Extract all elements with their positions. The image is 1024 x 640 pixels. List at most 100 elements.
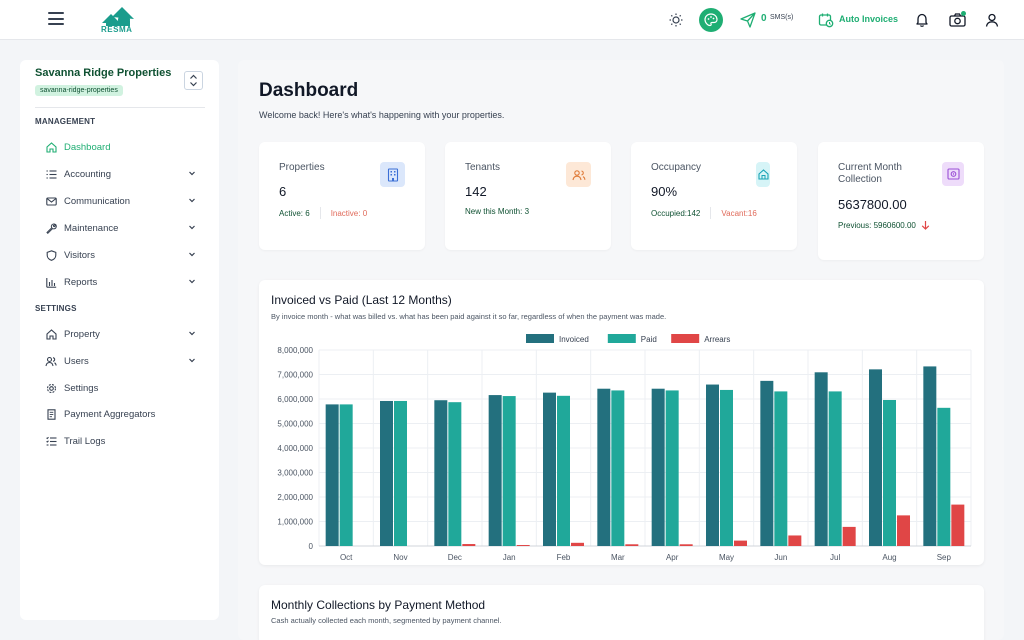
sidebar-item-trail-logs[interactable]: Trail Logs — [45, 432, 197, 450]
stat-label: Current Month Collection — [838, 162, 902, 185]
active-count: Active: 6 — [279, 208, 310, 218]
auto-invoices-button[interactable]: Auto Invoices — [839, 14, 899, 24]
resma-logo[interactable] — [98, 3, 138, 37]
menu-icon[interactable] — [48, 12, 64, 26]
y-tick-label: 4,000,000 — [277, 444, 313, 453]
sidebar-item-label: Trail Logs — [64, 435, 106, 447]
stat-label: Properties — [279, 162, 325, 173]
bar-paid — [611, 390, 625, 546]
bar-invoiced — [597, 388, 611, 546]
stat-foot: Active: 6 Inactive: 0 — [279, 207, 367, 219]
sun-icon[interactable] — [667, 11, 685, 29]
bar-invoiced — [651, 388, 665, 546]
y-tick-label: 1,000,000 — [277, 518, 313, 527]
occupied-count: Occupied:142 — [651, 208, 701, 218]
stat-card-properties[interactable]: Properties 6 Active: 6 Inactive: 0 — [259, 142, 425, 250]
user-icon[interactable] — [983, 11, 1001, 29]
sidebar-item-property[interactable]: Property — [45, 325, 197, 343]
sidebar-item-visitors[interactable]: Visitors — [45, 246, 197, 264]
sidebar-item-dashboard[interactable]: Dashboard — [45, 138, 197, 156]
stat-card-occupancy[interactable]: Occupancy 90% Occupied:142 Vacant:16 — [631, 142, 797, 250]
legend-swatch — [526, 334, 554, 343]
x-tick-label: Feb — [557, 553, 571, 562]
sms-label[interactable]: SMS(s) — [770, 14, 794, 21]
bar-arrears — [625, 544, 639, 546]
safe-icon — [942, 162, 964, 186]
sidebar-item-label: Users — [64, 355, 89, 367]
bar-invoiced — [380, 400, 393, 546]
x-tick-label: Apr — [666, 553, 679, 562]
bar-paid — [937, 407, 951, 546]
chart-subtitle: By invoice month - what was billed vs. w… — [271, 312, 667, 321]
sms-count[interactable]: 0 — [761, 13, 767, 24]
bar-paid — [339, 404, 353, 546]
sidebar-item-settings[interactable]: Settings — [45, 379, 197, 397]
users-icon — [45, 355, 57, 367]
stat-foot: Previous: 5960600.00 — [838, 220, 930, 230]
chevron-down-icon — [189, 171, 195, 176]
new-tenants-count: New this Month: 3 — [465, 207, 530, 216]
settings-section-label: SETTINGS — [35, 304, 77, 313]
receipt-icon — [45, 408, 57, 420]
page-subtitle: Welcome back! Here's what's happening wi… — [259, 110, 505, 120]
divider — [319, 207, 321, 219]
wrench-icon — [45, 222, 57, 234]
palette-icon[interactable] — [699, 8, 723, 32]
sidebar-item-accounting[interactable]: Accounting — [45, 165, 197, 183]
invoiced-vs-paid-chart[interactable]: 0 1,000,000 2,000,000 3,000,000 4,000,000 5,0… — [259, 280, 984, 565]
stat-card-tenants[interactable]: Tenants 142 New this Month: 3 — [445, 142, 611, 250]
y-tick-label: 2,000,000 — [277, 493, 313, 502]
bar-invoiced — [869, 369, 882, 546]
legend-swatch — [607, 334, 636, 343]
sidebar-item-reports[interactable]: Reports — [45, 273, 197, 291]
stat-value: 142 — [465, 184, 487, 199]
bar-invoiced — [434, 400, 448, 546]
management-section-label: MANAGEMENT — [35, 117, 96, 126]
sidebar-item-label: Property — [64, 328, 100, 340]
bell-icon[interactable] — [913, 11, 931, 29]
y-tick-label: 7,000,000 — [277, 371, 313, 380]
stat-value: 5637800.00 — [838, 197, 907, 212]
arrow-down-icon — [921, 221, 930, 230]
logo-text: RESMA — [101, 25, 133, 34]
bar-paid — [557, 395, 570, 546]
chevron-down-icon — [189, 358, 195, 363]
card-title: Monthly Collections by Payment Method — [271, 598, 486, 612]
x-tick-label: May — [719, 553, 734, 562]
bar-arrears — [734, 540, 747, 546]
previous-collection: Previous: 5960600.00 — [838, 220, 916, 230]
x-tick-label: Mar — [611, 553, 625, 562]
property-switcher-button[interactable] — [184, 71, 203, 90]
sidebar-item-label: Settings — [64, 382, 99, 394]
chevron-up-down-icon — [190, 74, 197, 87]
calendar-icon[interactable] — [817, 11, 835, 29]
bar-chart-icon — [45, 276, 57, 288]
bar-arrears — [788, 535, 802, 546]
sidebar-item-communication[interactable]: Communication — [45, 192, 197, 210]
sidebar-item-maintenance[interactable]: Maintenance — [45, 219, 197, 237]
legend-swatch — [671, 334, 700, 343]
chevron-down-icon — [189, 252, 195, 257]
bar-arrears — [571, 542, 584, 546]
bar-paid — [774, 391, 788, 546]
bar-arrears — [516, 545, 530, 546]
bar-paid — [448, 402, 462, 546]
sidebar-item-label: Visitors — [64, 249, 95, 261]
bar-paid — [665, 390, 679, 546]
y-tick-label: 0 — [309, 542, 314, 551]
bar-invoiced — [923, 366, 937, 546]
stat-value: 90% — [651, 184, 678, 199]
stat-card-current-month-collection[interactable]: Current Month Collection 5637800.00 Prev… — [818, 142, 984, 260]
bar-invoiced — [543, 392, 556, 546]
bar-arrears — [842, 526, 856, 546]
gear-icon — [45, 382, 57, 394]
sidebar-item-users[interactable]: Users — [45, 352, 197, 370]
page-title: Dashboard — [259, 80, 359, 101]
chevron-down-icon — [189, 225, 195, 230]
bar-arrears — [897, 515, 910, 546]
sidebar-item-payment-aggregators[interactable]: Payment Aggregators — [45, 405, 197, 423]
camera-icon[interactable] — [948, 11, 966, 29]
send-icon[interactable] — [739, 11, 757, 29]
stat-label: Occupancy — [651, 162, 702, 173]
stat-foot: Occupied:142 Vacant:16 — [651, 207, 757, 219]
